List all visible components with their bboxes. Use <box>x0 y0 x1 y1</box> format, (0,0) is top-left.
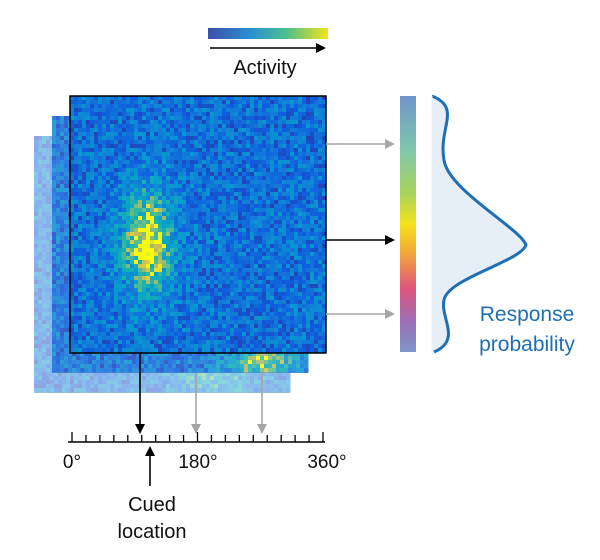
response-curve <box>432 96 526 352</box>
tick-label-360: 360° <box>307 452 346 473</box>
response-label-line2: probability <box>479 333 575 356</box>
cue-label-line2: location <box>118 521 187 543</box>
tick-label-180: 180° <box>178 452 217 473</box>
response-curve-line <box>431 94 528 354</box>
cue-label-line1: Cued <box>128 494 176 516</box>
heatmap-layer-front <box>69 95 327 354</box>
activity-label: Activity <box>233 57 296 79</box>
activity-colorbar <box>208 28 328 39</box>
response-label-line1: Response <box>480 303 575 326</box>
response-colorbar <box>400 96 416 352</box>
angle-axis <box>68 432 325 443</box>
tick-label-0: 0° <box>63 452 81 473</box>
